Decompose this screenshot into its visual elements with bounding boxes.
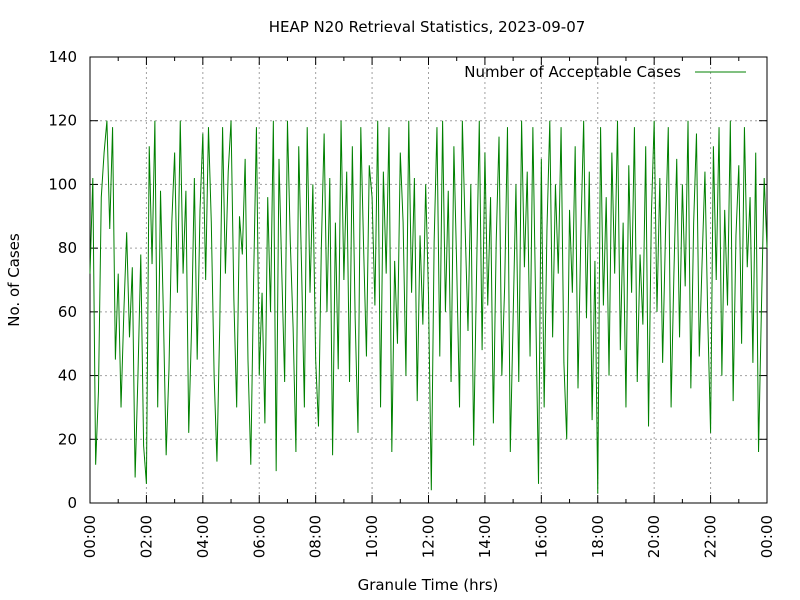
x-tick-label: 20:00 xyxy=(645,515,663,558)
y-axis-label: No. of Cases xyxy=(5,233,23,327)
x-tick-label: 16:00 xyxy=(532,515,550,558)
x-tick-label: 10:00 xyxy=(363,515,381,558)
legend-label: Number of Acceptable Cases xyxy=(464,63,681,81)
x-tick-label: 12:00 xyxy=(420,515,438,558)
x-tick-label: 02:00 xyxy=(137,515,155,558)
y-tick-label: 100 xyxy=(48,175,77,193)
x-tick-label: 08:00 xyxy=(307,515,325,558)
chart-title: HEAP N20 Retrieval Statistics, 2023-09-0… xyxy=(269,18,586,36)
x-tick-label: 22:00 xyxy=(702,515,720,558)
legend: Number of Acceptable Cases xyxy=(464,63,746,81)
x-tick-label: 00:00 xyxy=(81,515,99,558)
x-tick-label: 04:00 xyxy=(194,515,212,558)
y-tick-label: 0 xyxy=(67,494,77,512)
x-tick-label: 06:00 xyxy=(250,515,268,558)
x-tick-label: 00:00 xyxy=(758,515,776,558)
x-tick-label: 14:00 xyxy=(476,515,494,558)
y-tick-labels: 0 20 40 60 80 100 120 140 xyxy=(48,48,77,512)
y-tick-label: 60 xyxy=(58,303,77,321)
y-tick-label: 40 xyxy=(58,367,77,385)
y-tick-label: 20 xyxy=(58,430,77,448)
series-line-acceptable-cases xyxy=(89,120,768,494)
x-axis-label: Granule Time (hrs) xyxy=(358,576,499,594)
y-tick-label: 120 xyxy=(48,112,77,130)
y-tick-label: 80 xyxy=(58,239,77,257)
y-tick-label: 140 xyxy=(48,48,77,66)
x-tick-labels: 00:00 02:00 04:00 06:00 08:00 10:00 12:00 14:00… xyxy=(81,515,776,558)
x-tick-label: 18:00 xyxy=(589,515,607,558)
